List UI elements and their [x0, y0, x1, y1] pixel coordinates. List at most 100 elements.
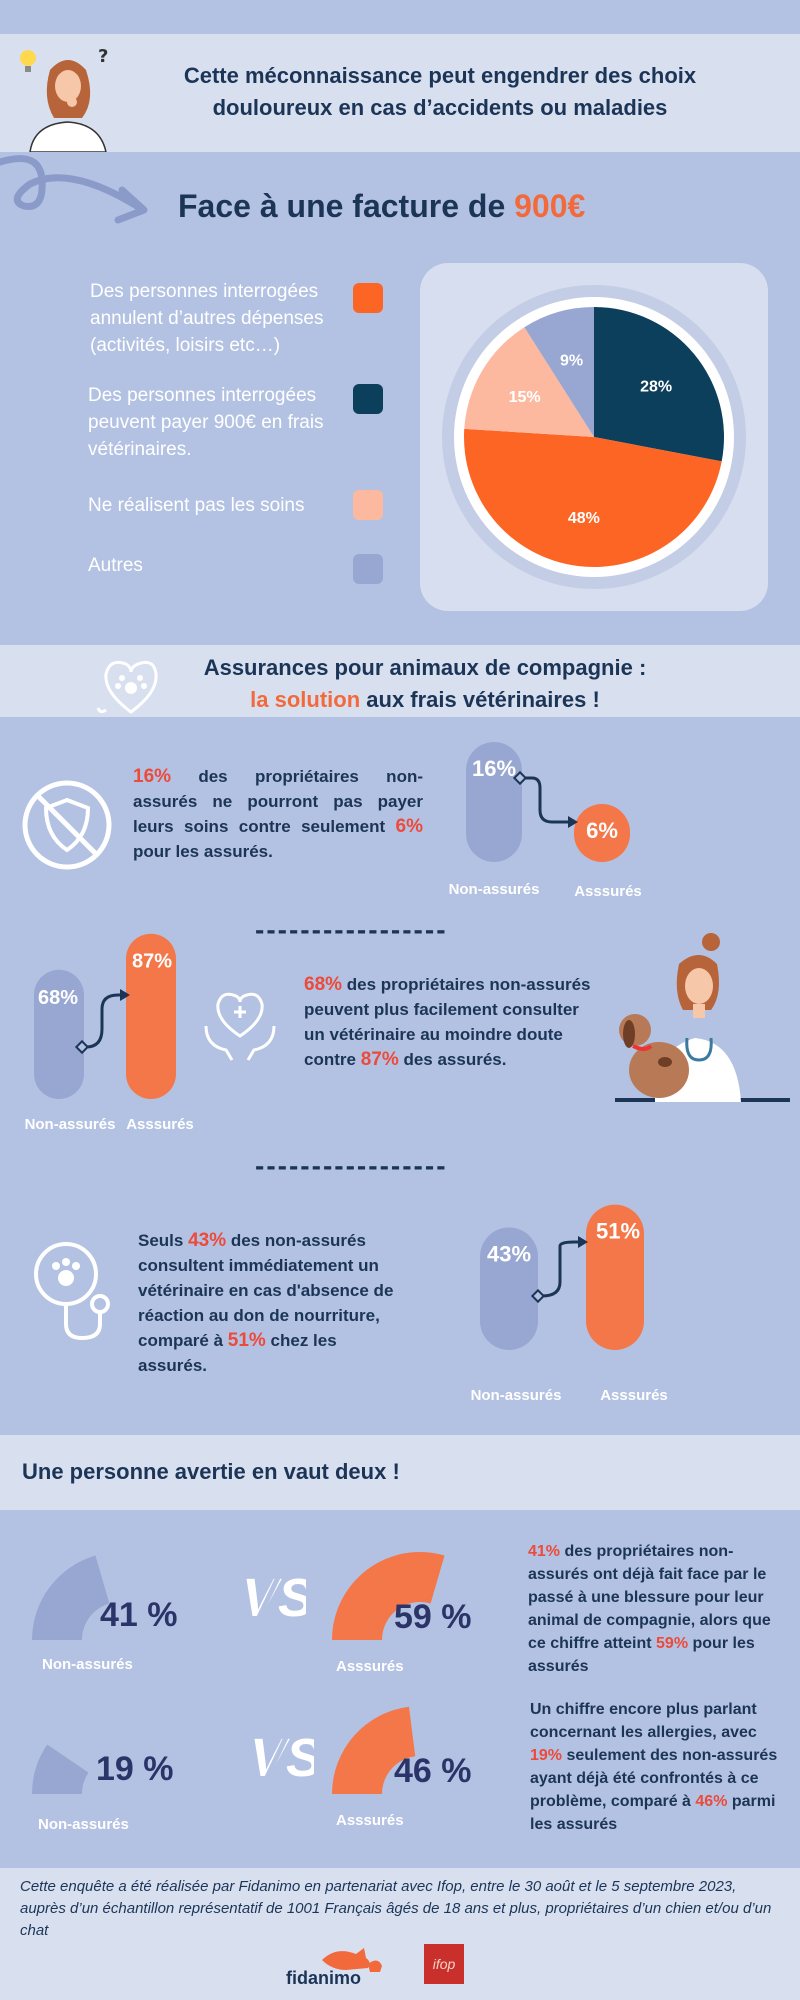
- pie-slice-others-label: 9%: [560, 353, 583, 370]
- compare2-right-pct: 46 %: [394, 1752, 472, 1790]
- s1-bar-insured: [574, 804, 630, 862]
- pie-slice-cancel-expenses-label: 48%: [568, 510, 600, 527]
- insurance-title-line-1: Assurances pour animaux de compagnie :: [203, 655, 647, 680]
- s2-bar-insured: [126, 933, 176, 1099]
- stethoscope-paw-icon: [34, 1242, 110, 1341]
- legend-swatch-peach: [353, 490, 383, 520]
- warning-band: [0, 1435, 800, 1510]
- compare2-text-pre: Un chiffre encore plus parlant concernan…: [530, 1701, 757, 1741]
- insurance-title-highlight: la solution: [250, 687, 361, 712]
- g2r-arc: [332, 1706, 416, 1794]
- fidanimo-logo-text: fidanimo: [286, 1968, 361, 1988]
- compare1-text-b: pour les assurés: [528, 1635, 755, 1675]
- invoice-title-prefix: Face à une facture de: [178, 188, 515, 224]
- compare2-text-pct-a: 19%: [530, 1747, 563, 1764]
- header-title: Cette méconnaissance peut engendrer des …: [140, 60, 740, 124]
- stat1-bar-a-label: 16%: [472, 756, 516, 781]
- pie-slice-cancel-expenses: [464, 428, 722, 568]
- compare2-left-pct: 19 %: [96, 1750, 174, 1788]
- legend-swatch-navy: [353, 384, 383, 414]
- header-line-1: Cette méconnaissance peut engendrer des …: [183, 63, 697, 88]
- header-band: [0, 34, 800, 152]
- stat3-bar-a-label: 43%: [487, 1241, 531, 1266]
- compare1-text-pct-a: 41%: [528, 1543, 561, 1560]
- compare2-text-a: seulement des non-assurés ayant déjà été…: [530, 1747, 778, 1810]
- invoice-title: Face à une facture de 900€: [178, 188, 585, 225]
- divider-2: -----------------: [255, 1150, 448, 1181]
- stat3-bar-chart: 43% 51% Non-assurés Asssurés: [471, 1204, 668, 1404]
- g2l-arc: [32, 1744, 89, 1794]
- s3-bar-non-insured: [480, 1227, 538, 1350]
- compare2-left-label: Non-assurés: [38, 1816, 129, 1833]
- stat3-text: Seuls 43% des non-assurés consultent imm…: [138, 1228, 403, 1378]
- compare1-text-a: des propriétaires non-assurés ont déjà f…: [528, 1543, 771, 1652]
- stat1-pct-b: 6%: [395, 816, 423, 837]
- fidanimo-cat-dog-icon: [322, 1948, 382, 1972]
- pie-slice-can-pay-label: 28%: [640, 379, 672, 396]
- warning-title: Une personne avertie en vaut deux !: [22, 1459, 400, 1484]
- pie-slice-no-care-label: 15%: [509, 389, 541, 406]
- legend-label-3: Autres: [88, 555, 143, 576]
- stat1-pct-a: 16%: [133, 766, 172, 787]
- insurance-title-rest: aux frais vétérinaires !: [360, 687, 600, 712]
- footer-band: [0, 1868, 800, 2000]
- compare1-text: 41% des propriétaires non-assurés ont dé…: [528, 1540, 783, 1678]
- stat2-pct-a: 68%: [304, 974, 343, 995]
- legend-swatch-orange: [353, 283, 383, 313]
- vs-badge-2: VS: [250, 1702, 314, 1798]
- no-shield-icon: [22, 780, 112, 870]
- fidanimo-logo: fidanimo: [286, 1940, 386, 1990]
- stat1-bar-b-label: 6%: [586, 818, 618, 843]
- curved-arrow-icon: [0, 155, 148, 224]
- stat1-text-a: des propriétaires non- assurés ne pourro…: [133, 767, 423, 836]
- s2-bar-non-insured: [34, 969, 84, 1099]
- paw-heart-icon: [96, 660, 158, 714]
- vet-with-dog-illustration: [615, 933, 790, 1102]
- s1-bar-non-insured: [466, 742, 522, 862]
- vs-badge-1: VS: [242, 1542, 306, 1638]
- insurance-band: [0, 645, 800, 717]
- compare2-text: Un chiffre encore plus parlant concernan…: [530, 1698, 792, 1836]
- stat1-cat-a: Non-assurés: [449, 881, 540, 898]
- compare1-vs-text: VS: [242, 1568, 306, 1628]
- stat2-bar-chart: 68% 87% Non-assurés Asssurés: [25, 933, 194, 1133]
- compare2-right-label: Asssurés: [336, 1812, 404, 1829]
- pie-slice-can-pay: [594, 307, 724, 462]
- stat2-text: 68% des propriétaires non-assurés peuven…: [304, 972, 604, 1072]
- stat1-cat-b: Asssurés: [574, 883, 642, 900]
- compare1-left-gauge: [32, 1555, 110, 1640]
- g1r-arc: [332, 1552, 445, 1640]
- heart-hands-icon: [204, 992, 276, 1061]
- stat2-text-a: des propriétaires non-assurés peuvent pl…: [304, 975, 591, 1069]
- compare1-right-label: Asssurés: [336, 1658, 404, 1675]
- footer-text: Cette enquête a été réalisée par Fidanim…: [20, 1878, 772, 1939]
- stat3-pct-b: 51%: [227, 1330, 266, 1351]
- thinking-woman-illustration: ?: [20, 46, 108, 152]
- divider-1: -----------------: [255, 914, 448, 945]
- s3-bar-insured: [586, 1204, 644, 1350]
- stat3-bar-b-label: 51%: [596, 1219, 640, 1244]
- stat3-text-pre: Seuls: [138, 1231, 189, 1250]
- stat3-pct-a: 43%: [188, 1230, 227, 1251]
- insurance-title: Assurances pour animaux de compagnie : l…: [175, 652, 675, 716]
- legend-label-2: Ne réalisent pas les soins: [88, 495, 305, 516]
- stat2-bar-a-label: 68%: [38, 987, 78, 1009]
- compare2-text-b: parmi les assurés: [530, 1793, 776, 1833]
- compare1-left-label: Non-assurés: [42, 1656, 133, 1673]
- ifop-logo: ifop: [424, 1944, 464, 1984]
- stat1-bar-chart: 16% 6% Non-assurés Asssurés: [449, 742, 642, 900]
- compare1-right-pct: 59 %: [394, 1598, 472, 1636]
- header-line-2: douloureux en cas d’accidents ou maladie…: [212, 95, 668, 120]
- stat1-text: 16% des propriétaires non- assurés ne po…: [133, 764, 423, 864]
- stat2-bar-b-label: 87%: [132, 951, 172, 973]
- stat2-cat-b: Asssurés: [126, 1116, 194, 1133]
- invoice-title-amount: 900€: [514, 188, 586, 224]
- pie-slice-no-care: [464, 327, 594, 437]
- compare1-right-gauge: [332, 1552, 445, 1640]
- compare2-left-gauge: [32, 1744, 89, 1794]
- stat3-cat-a: Non-assurés: [471, 1387, 562, 1404]
- stat2-pct-b: 87%: [360, 1049, 399, 1070]
- stat3-text-b: chez les assurés.: [138, 1331, 337, 1375]
- pie-slice-others: [524, 307, 594, 437]
- stat3-cat-b: Asssurés: [600, 1387, 668, 1404]
